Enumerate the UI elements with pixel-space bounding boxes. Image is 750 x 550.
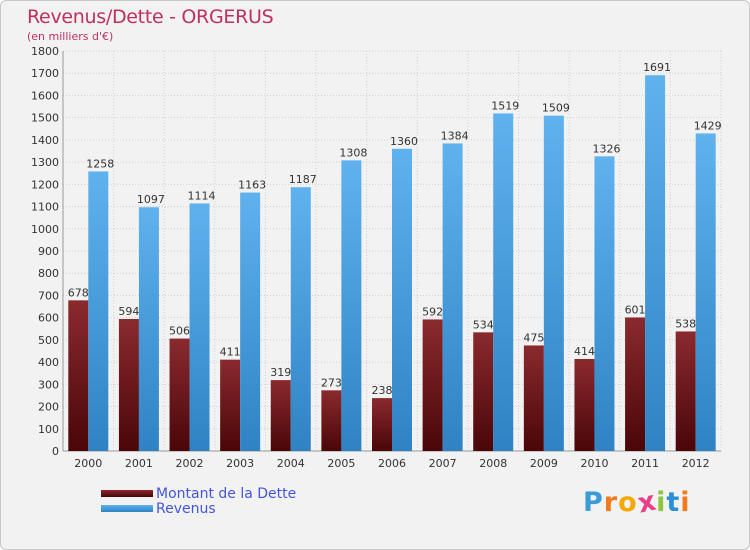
logo-letter: r bbox=[603, 487, 619, 518]
legend-label-debt: Montant de la Dette bbox=[156, 486, 297, 502]
data-label: 1114 bbox=[188, 189, 216, 202]
logo-letter: P bbox=[583, 487, 604, 518]
data-label: 319 bbox=[270, 366, 291, 379]
bar-revenus bbox=[392, 148, 412, 451]
y-tick-label: 500 bbox=[38, 334, 59, 347]
y-tick-label: 1400 bbox=[31, 134, 59, 147]
bar-revenus bbox=[442, 143, 463, 451]
bar-revenus bbox=[645, 75, 666, 451]
bar-revenus bbox=[341, 160, 362, 452]
y-tick-label: 1600 bbox=[31, 89, 59, 102]
bar-dette bbox=[321, 390, 342, 451]
chart-title: Revenus/Dette - ORGERUS bbox=[27, 6, 274, 28]
bar-revenus bbox=[290, 187, 311, 451]
data-label: 1429 bbox=[694, 119, 722, 132]
data-label: 1519 bbox=[491, 99, 519, 112]
y-tick-label: 200 bbox=[38, 401, 59, 414]
x-tick-label: 2003 bbox=[226, 457, 254, 470]
x-tick-label: 2007 bbox=[429, 457, 457, 470]
data-label: 238 bbox=[372, 384, 393, 397]
bar-dette bbox=[372, 398, 392, 451]
y-tick-label: 1800 bbox=[31, 45, 59, 58]
data-label: 1258 bbox=[86, 157, 114, 170]
logo-letter: i bbox=[656, 487, 667, 518]
x-tick-label: 2012 bbox=[682, 457, 710, 470]
y-tick-label: 1300 bbox=[31, 156, 59, 169]
data-label: 601 bbox=[625, 303, 646, 316]
x-tick-label: 2002 bbox=[176, 457, 204, 470]
x-tick-label: 2001 bbox=[125, 457, 153, 470]
y-tick-label: 1100 bbox=[31, 201, 59, 214]
bar-dette bbox=[270, 380, 291, 451]
data-label: 1360 bbox=[390, 135, 418, 148]
y-tick-label: 700 bbox=[38, 289, 59, 302]
data-label: 414 bbox=[574, 345, 595, 358]
logo-letter: i bbox=[680, 487, 691, 518]
data-label: 1384 bbox=[441, 129, 469, 142]
y-tick-label: 900 bbox=[38, 245, 59, 258]
x-tick-label: 2004 bbox=[277, 457, 305, 470]
data-label: 1326 bbox=[592, 142, 620, 155]
x-tick-label: 2005 bbox=[327, 457, 355, 470]
bar-revenus bbox=[240, 192, 261, 452]
legend-label-revenus: Revenus bbox=[156, 501, 216, 517]
data-label: 1187 bbox=[289, 173, 317, 186]
legend-swatch-revenus bbox=[101, 505, 153, 512]
x-tick-label: 2000 bbox=[74, 457, 102, 470]
data-label: 475 bbox=[523, 331, 544, 344]
bar-revenus bbox=[543, 115, 564, 452]
data-label: 534 bbox=[473, 318, 494, 331]
bar-dette bbox=[625, 317, 646, 451]
y-tick-label: 1200 bbox=[31, 178, 59, 191]
x-tick-label: 2008 bbox=[479, 457, 507, 470]
data-label: 411 bbox=[220, 346, 241, 359]
proxiti-logo: Proxiti bbox=[583, 485, 691, 519]
bar-dette bbox=[473, 332, 494, 451]
y-tick-label: 400 bbox=[38, 356, 59, 369]
x-tick-label: 2009 bbox=[530, 457, 558, 470]
y-tick-label: 600 bbox=[38, 312, 59, 325]
logo-letter: o bbox=[618, 487, 638, 518]
data-label: 1691 bbox=[643, 61, 671, 74]
y-tick-label: 1500 bbox=[31, 112, 59, 125]
bar-revenus bbox=[189, 203, 210, 451]
bar-dette bbox=[523, 345, 544, 451]
x-tick-label: 2011 bbox=[631, 457, 659, 470]
data-label: 1308 bbox=[339, 146, 367, 159]
data-label: 1509 bbox=[542, 102, 570, 115]
data-label: 594 bbox=[118, 305, 139, 318]
bar-dette bbox=[169, 338, 190, 451]
y-tick-label: 0 bbox=[52, 445, 59, 458]
data-label: 1097 bbox=[137, 193, 165, 206]
data-label: 678 bbox=[68, 286, 89, 299]
bar-dette bbox=[574, 359, 595, 451]
chart-subtitle: (en milliers d'€) bbox=[27, 30, 114, 43]
logo-letter: t bbox=[666, 487, 681, 518]
y-tick-label: 800 bbox=[38, 267, 59, 280]
y-tick-label: 300 bbox=[38, 378, 59, 391]
bar-revenus bbox=[594, 156, 615, 452]
data-label: 592 bbox=[422, 305, 443, 318]
data-label: 1163 bbox=[238, 179, 266, 192]
x-tick-label: 2006 bbox=[378, 457, 406, 470]
bar-revenus bbox=[695, 133, 716, 451]
data-label: 506 bbox=[169, 325, 190, 338]
data-label: 273 bbox=[321, 376, 342, 389]
x-tick-label: 2010 bbox=[580, 457, 608, 470]
legend-swatch-debt bbox=[101, 490, 153, 497]
bar-dette bbox=[220, 359, 241, 451]
bar-dette bbox=[68, 300, 89, 451]
y-tick-label: 1000 bbox=[31, 223, 59, 236]
bar-revenus bbox=[493, 113, 514, 451]
y-tick-label: 100 bbox=[38, 423, 59, 436]
bar-revenus bbox=[138, 207, 159, 451]
bar-dette bbox=[675, 331, 696, 451]
y-tick-label: 1700 bbox=[31, 67, 59, 80]
bar-dette bbox=[422, 319, 443, 451]
bar-revenus bbox=[88, 171, 109, 451]
bar-dette bbox=[118, 319, 139, 451]
data-label: 538 bbox=[675, 317, 696, 330]
